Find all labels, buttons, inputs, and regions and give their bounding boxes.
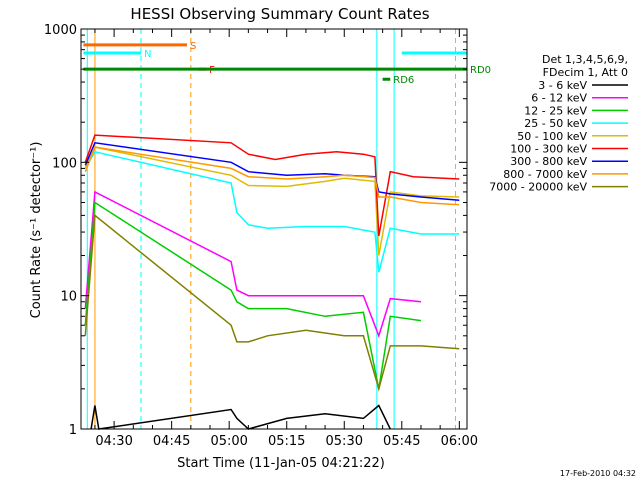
- legend-entry-label: 50 - 100 keV: [517, 130, 587, 143]
- series-line: [84, 146, 460, 256]
- x-tick-label: 04:30: [95, 434, 132, 449]
- plot-area: [86, 29, 456, 429]
- legend-entry-label: 300 - 800 keV: [510, 155, 587, 168]
- flag-label: S: [190, 41, 196, 52]
- legend-entry-label: 6 - 12 keV: [531, 92, 587, 105]
- axes: 1 10 100 1000 04:30 04:45 05:00 05:15 05:30 05:45…: [44, 23, 478, 449]
- chart-title: HESSI Observing Summary Count Rates: [130, 5, 429, 23]
- legend-entry-label: 3 - 6 keV: [538, 79, 587, 92]
- series-line: [84, 190, 422, 339]
- plot-frame: [80, 28, 468, 430]
- x-tick-label: 05:00: [210, 434, 247, 449]
- legend-header: FDecim 1, Att 0: [543, 66, 628, 79]
- series-line: [84, 146, 460, 206]
- y-tick-label: 1000: [44, 23, 77, 38]
- legend-entry-label: 7000 - 20000 keV: [489, 181, 587, 194]
- flag-label: N: [144, 49, 151, 60]
- x-tick-label: 05:45: [383, 434, 420, 449]
- y-tick-label: 10: [60, 290, 77, 305]
- legend-entry-label: 100 - 300 keV: [510, 143, 587, 156]
- legend-entry-label: 800 - 7000 keV: [503, 168, 587, 181]
- x-tick-label: 04:45: [153, 434, 190, 449]
- legend-header: Det 1,3,4,5,6,9,: [542, 53, 628, 66]
- x-tick-label: 05:15: [268, 434, 305, 449]
- timestamp: 17-Feb-2010 04:32: [560, 469, 636, 478]
- y-tick-label: 100: [52, 156, 77, 171]
- legend-entry-label: 25 - 50 keV: [524, 117, 587, 130]
- legend-entry-label: 12 - 25 keV: [524, 104, 587, 117]
- series-line: [84, 201, 422, 390]
- x-tick-label: 05:30: [326, 434, 363, 449]
- legend: Det 1,3,4,5,6,9,FDecim 1, Att 03 - 6 keV…: [489, 53, 628, 194]
- series-line: [84, 150, 460, 273]
- x-tick-label: 06:00: [441, 434, 478, 449]
- series-line: [84, 134, 460, 237]
- x-axis-label: Start Time (11-Jan-05 04:21:22): [177, 456, 385, 471]
- y-tick-label: 1: [69, 423, 77, 438]
- flag-label: RD0: [470, 65, 491, 76]
- y-axis-label: Count Rate (s⁻¹ detector⁻¹): [29, 142, 44, 319]
- series-line: [84, 141, 460, 201]
- series-line: [84, 213, 460, 392]
- flag-bars: SNFRD0RD6: [83, 41, 491, 86]
- flag-label: RD6: [393, 75, 414, 86]
- series-line: [90, 404, 391, 430]
